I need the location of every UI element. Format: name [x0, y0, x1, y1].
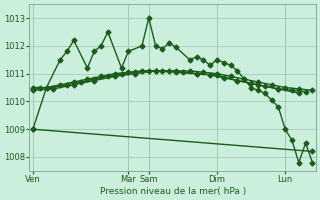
X-axis label: Pression niveau de la mer( hPa ): Pression niveau de la mer( hPa ): [100, 187, 246, 196]
